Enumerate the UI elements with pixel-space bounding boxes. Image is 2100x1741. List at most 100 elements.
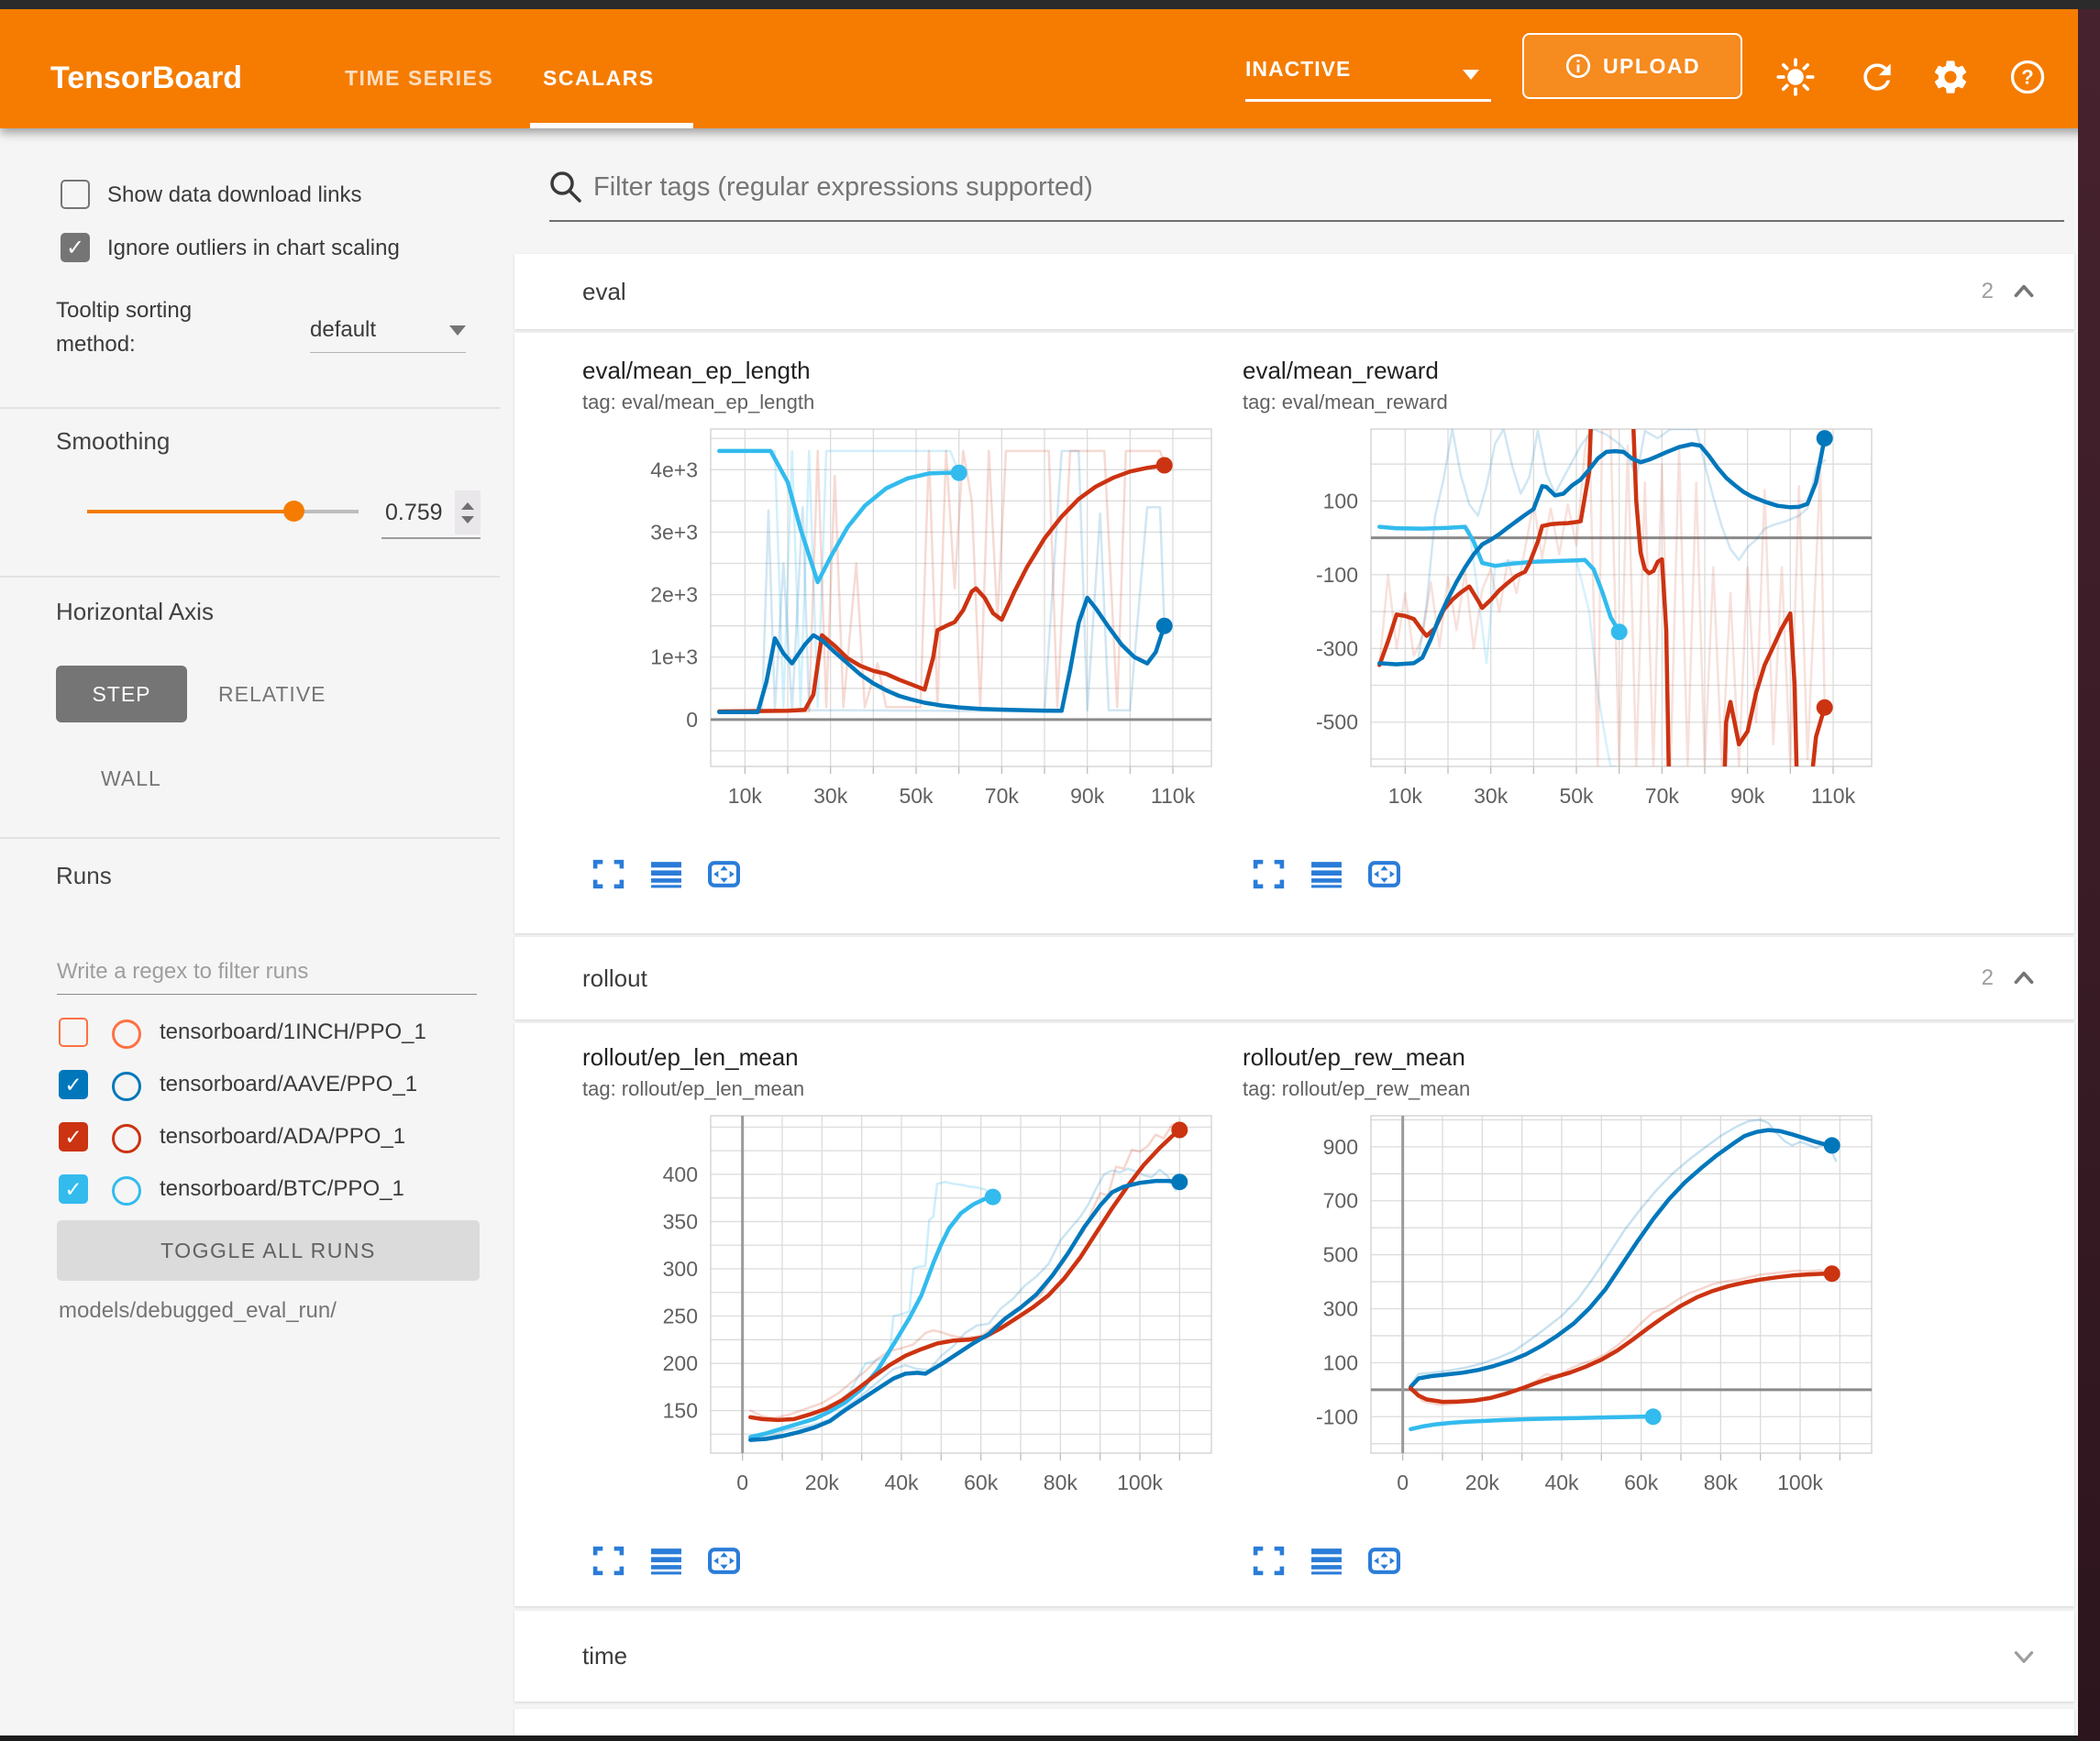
toggle-all-runs-button[interactable]: TOGGLE ALL RUNS <box>57 1220 480 1281</box>
svg-text:500: 500 <box>1323 1243 1358 1267</box>
window-right-edge[interactable] <box>2078 9 2100 1741</box>
main-content: Filter tags (regular expressions support… <box>500 128 2078 1735</box>
filter-tags-underline <box>549 220 2064 222</box>
runs-path: models/debugged_eval_run/ <box>59 1298 337 1323</box>
help-icon[interactable]: ? <box>2007 57 2048 97</box>
ignore-outliers-checkbox[interactable]: ✓ <box>61 233 90 262</box>
chevron-down-icon[interactable] <box>2010 1643 2038 1670</box>
divider <box>0 407 500 409</box>
run-checkbox[interactable]: ✓ <box>59 1122 88 1151</box>
svg-text:0: 0 <box>1397 1471 1409 1494</box>
line-chart[interactable]: 10k 30k 50k 70k 90k 110k 0 1e+3 2e+3 3e+3 4e+3 <box>582 420 1215 855</box>
run-checkbox[interactable]: ✓ <box>59 1070 88 1099</box>
log-scale-icon[interactable] <box>649 1544 683 1578</box>
runs-filter-placeholder: Write a regex to filter runs <box>57 959 309 984</box>
upload-button[interactable]: UPLOAD <box>1522 33 1742 99</box>
tab-time-series[interactable]: TIME SERIES <box>345 66 494 90</box>
chart-card-eval-mean-ep-length: eval/mean_ep_length tag: eval/mean_ep_le… <box>582 357 1217 891</box>
chart-card-eval-mean-reward: eval/mean_reward tag: eval/mean_reward 1… <box>1243 357 1877 891</box>
slider-handle[interactable] <box>283 501 304 522</box>
chart-card-rollout-ep-len-mean: rollout/ep_len_mean tag: rollout/ep_len_… <box>582 1043 1217 1578</box>
smoothing-value-input[interactable]: 0.759 <box>381 488 481 539</box>
fullscreen-icon[interactable] <box>591 1544 625 1578</box>
run-radio[interactable] <box>112 1019 141 1049</box>
log-scale-icon[interactable] <box>649 857 683 891</box>
run-radio[interactable] <box>112 1072 141 1101</box>
spinner-down-icon[interactable] <box>461 515 474 523</box>
fit-domain-icon[interactable] <box>1367 857 1401 891</box>
brightness-icon[interactable] <box>1775 57 1816 97</box>
svg-text:20k: 20k <box>805 1471 840 1494</box>
ignore-outliers-label: Ignore outliers in chart scaling <box>107 236 400 260</box>
tooltip-sorting-label-line2: method: <box>56 332 136 357</box>
run-row[interactable]: ✓ tensorboard/ADA/PPO_1 <box>0 1120 500 1157</box>
chevron-down-icon <box>449 325 466 336</box>
fullscreen-icon[interactable] <box>1252 1544 1286 1578</box>
runs-filter-input[interactable]: Write a regex to filter runs <box>57 937 477 995</box>
log-scale-icon[interactable] <box>1310 1544 1343 1578</box>
tooltip-sorting-select[interactable]: default <box>310 308 466 353</box>
chart-title: rollout/ep_len_mean <box>582 1043 799 1071</box>
run-checkbox[interactable]: ✓ <box>59 1174 88 1204</box>
divider <box>0 576 500 578</box>
settings-gear-icon[interactable] <box>1930 57 1971 97</box>
show-download-checkbox[interactable] <box>61 180 90 209</box>
chart-title: eval/mean_ep_length <box>582 357 811 384</box>
tab-scalars[interactable]: SCALARS <box>543 66 655 90</box>
chevron-up-icon[interactable] <box>2010 278 2038 305</box>
run-row[interactable]: tensorboard/1INCH/PPO_1 <box>0 1016 500 1052</box>
number-spinner[interactable] <box>455 490 481 534</box>
svg-text:300: 300 <box>1323 1296 1358 1320</box>
svg-text:-500: -500 <box>1316 711 1358 734</box>
svg-text:60k: 60k <box>1624 1471 1659 1494</box>
filter-tags-input[interactable]: Filter tags (regular expressions support… <box>593 172 1093 202</box>
fit-domain-icon[interactable] <box>1367 1544 1401 1578</box>
spinner-up-icon[interactable] <box>461 501 474 510</box>
svg-text:50k: 50k <box>1559 784 1594 808</box>
line-chart[interactable]: 10k 30k 50k 70k 90k 110k 100 -100 -300 -500 <box>1243 420 1875 855</box>
axis-option-step[interactable]: STEP <box>56 666 187 722</box>
line-chart[interactable]: 0 20k 40k 60k 80k 100k -100 100 300 500 700 900 <box>1243 1107 1875 1542</box>
svg-text:250: 250 <box>663 1305 698 1328</box>
svg-text:400: 400 <box>663 1163 698 1186</box>
run-row[interactable]: ✓ tensorboard/BTC/PPO_1 <box>0 1173 500 1209</box>
fullscreen-icon[interactable] <box>1252 857 1286 891</box>
svg-text:1e+3: 1e+3 <box>650 645 698 669</box>
section-name: eval <box>582 277 626 305</box>
svg-text:40k: 40k <box>1544 1471 1579 1494</box>
run-radio[interactable] <box>112 1176 141 1206</box>
svg-text:10k: 10k <box>728 784 763 808</box>
section-header-rollout[interactable]: rollout 2 <box>514 937 2074 1019</box>
chevron-up-icon[interactable] <box>2010 964 2038 992</box>
run-row[interactable]: ✓ tensorboard/AAVE/PPO_1 <box>0 1068 500 1105</box>
svg-text:-100: -100 <box>1316 1405 1358 1428</box>
svg-text:10k: 10k <box>1388 784 1423 808</box>
svg-text:-100: -100 <box>1316 563 1358 587</box>
fit-domain-icon[interactable] <box>707 857 741 891</box>
refresh-icon[interactable] <box>1857 57 1897 97</box>
line-chart[interactable]: 0 20k 40k 60k 80k 100k 150 200 250 300 350 400 <box>582 1107 1215 1542</box>
svg-text:110k: 110k <box>1151 784 1196 808</box>
svg-text:40k: 40k <box>884 1471 919 1494</box>
fullscreen-icon[interactable] <box>591 857 625 891</box>
run-label: tensorboard/AAVE/PPO_1 <box>160 1072 418 1096</box>
run-radio[interactable] <box>112 1124 141 1153</box>
axis-option-relative[interactable]: RELATIVE <box>218 682 326 706</box>
svg-text:50k: 50k <box>899 784 934 808</box>
smoothing-label: Smoothing <box>56 427 171 455</box>
svg-text:2e+3: 2e+3 <box>650 583 698 607</box>
svg-text:350: 350 <box>663 1209 698 1233</box>
svg-text:80k: 80k <box>1704 1471 1739 1494</box>
run-checkbox[interactable] <box>59 1018 88 1047</box>
log-scale-icon[interactable] <box>1310 857 1343 891</box>
section-header-eval[interactable]: eval 2 <box>514 254 2074 329</box>
section-header-time[interactable]: time <box>514 1611 2074 1702</box>
svg-text:0: 0 <box>686 708 698 732</box>
smoothing-slider[interactable] <box>87 501 359 523</box>
fit-domain-icon[interactable] <box>707 1544 741 1578</box>
chevron-down-icon <box>1463 70 1479 80</box>
svg-text:30k: 30k <box>1474 784 1509 808</box>
axis-option-wall[interactable]: WALL <box>101 766 161 790</box>
status-dropdown[interactable]: INACTIVE <box>1245 57 1491 94</box>
